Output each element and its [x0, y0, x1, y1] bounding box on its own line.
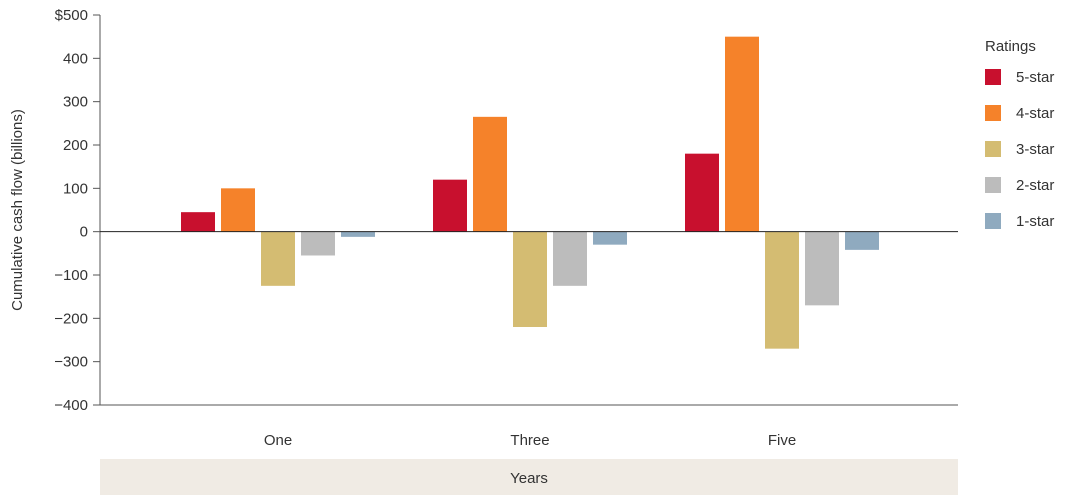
- legend-label: 3-star: [1016, 141, 1054, 158]
- y-tick-label: 200: [63, 137, 88, 154]
- legend-swatch-2-star: [985, 177, 1001, 193]
- x-axis-title-band: [100, 459, 958, 495]
- y-tick-label: −300: [54, 354, 88, 371]
- y-tick-label: 400: [63, 50, 88, 67]
- legend-swatch-3-star: [985, 141, 1001, 157]
- bar-3-star-One: [261, 231, 295, 286]
- legend-swatch-5-star: [985, 69, 1001, 85]
- legend-swatch-4-star: [985, 105, 1001, 121]
- bar-1-star-One: [341, 231, 375, 237]
- x-tick-label: One: [264, 432, 292, 449]
- bar-2-star-One: [301, 231, 335, 256]
- bar-1-star-Three: [593, 231, 627, 245]
- bar-5-star-Five: [685, 153, 719, 232]
- x-tick-label: Three: [510, 432, 549, 449]
- legend-label: 2-star: [1016, 177, 1054, 194]
- legend-swatch-1-star: [985, 213, 1001, 229]
- y-tick-label: 0: [80, 224, 88, 241]
- bar-2-star-Three: [553, 231, 587, 286]
- bar-4-star-Five: [725, 36, 759, 232]
- bars: [181, 36, 879, 349]
- y-tick-label: −200: [54, 310, 88, 327]
- bar-4-star-One: [221, 188, 255, 232]
- y-tick-label: $500: [55, 7, 88, 24]
- legend-label: 5-star: [1016, 69, 1054, 86]
- x-tick-label: Five: [768, 432, 796, 449]
- x-tick-labels: One Three Five: [264, 432, 796, 449]
- bar-4-star-Three: [473, 116, 507, 232]
- legend-title: Ratings: [985, 38, 1036, 55]
- legend: Ratings 5-star 4-star 3-star 2-star 1-star: [985, 38, 1054, 230]
- bar-3-star-Five: [765, 231, 799, 349]
- y-tick-label: 100: [63, 180, 88, 197]
- x-axis-title: Years: [510, 470, 548, 487]
- y-tick-label: −400: [54, 397, 88, 414]
- bar-5-star-One: [181, 212, 215, 232]
- bar-1-star-Five: [845, 231, 879, 250]
- legend-label: 4-star: [1016, 105, 1054, 122]
- bar-2-star-Five: [805, 231, 839, 306]
- bar-3-star-Three: [513, 231, 547, 327]
- legend-label: 1-star: [1016, 213, 1054, 230]
- y-tick-label: 300: [63, 94, 88, 111]
- bar-5-star-Three: [433, 179, 467, 232]
- y-ticks: $500 400 300 200 100 0 −100 −200 −300 −400: [54, 7, 100, 414]
- y-axis-title: Cumulative cash flow (billions): [9, 109, 26, 311]
- y-tick-label: −100: [54, 267, 88, 284]
